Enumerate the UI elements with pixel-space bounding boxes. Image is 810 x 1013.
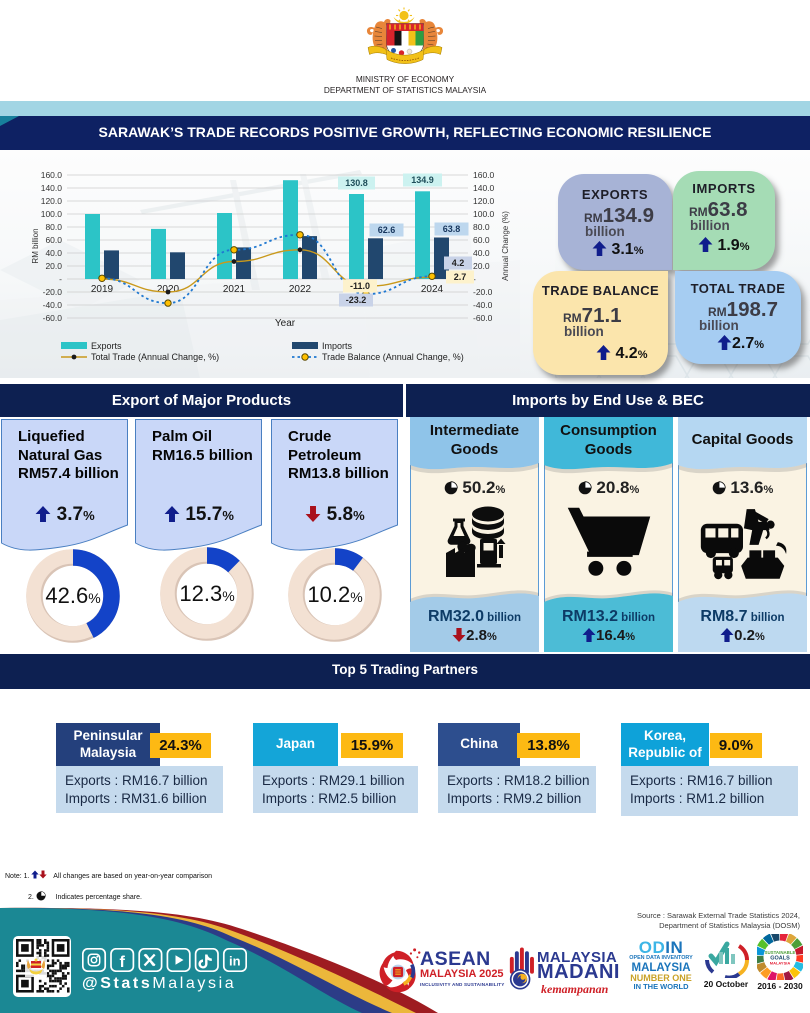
svg-text:62.6: 62.6 (378, 225, 396, 235)
svg-text:2019: 2019 (91, 284, 114, 295)
svg-text:100.0: 100.0 (473, 209, 495, 219)
svg-text:2.7: 2.7 (454, 272, 467, 282)
svg-text:160.0: 160.0 (41, 170, 63, 180)
svg-text:-40.0: -40.0 (43, 300, 63, 310)
svg-text:4.2: 4.2 (452, 258, 465, 268)
svg-text:Exports: Exports (91, 341, 122, 351)
svg-text:140.0: 140.0 (41, 183, 63, 193)
svg-text:2020: 2020 (157, 284, 180, 295)
svg-text:60.0: 60.0 (473, 235, 490, 245)
svg-text:Annual Change (%): Annual Change (%) (501, 211, 510, 281)
svg-text:80.0: 80.0 (473, 222, 490, 232)
svg-text:130.8: 130.8 (345, 178, 368, 188)
svg-text:-60.0: -60.0 (473, 313, 493, 323)
svg-text:20.0: 20.0 (45, 261, 62, 271)
svg-text:120.0: 120.0 (41, 196, 63, 206)
svg-text:60.0: 60.0 (45, 235, 62, 245)
svg-text:80.0: 80.0 (45, 222, 62, 232)
svg-text:SUSTAINABLE: SUSTAINABLE (765, 950, 796, 955)
svg-text:100.0: 100.0 (41, 209, 63, 219)
svg-text:Total Trade (Annual Change, %): Total Trade (Annual Change, %) (91, 352, 219, 362)
svg-text:Imports: Imports (322, 341, 353, 351)
svg-text:160.0: 160.0 (473, 170, 495, 180)
svg-text:120.0: 120.0 (473, 196, 495, 206)
svg-text:-20.0: -20.0 (473, 287, 493, 297)
svg-text:134.9: 134.9 (411, 175, 434, 185)
svg-text:-: - (59, 274, 62, 284)
svg-text:2021: 2021 (223, 284, 246, 295)
svg-text:GOALS: GOALS (770, 956, 790, 962)
svg-text:20.0: 20.0 (473, 261, 490, 271)
svg-text:2024: 2024 (421, 284, 444, 295)
svg-text:MALAYSIA: MALAYSIA (770, 961, 791, 966)
svg-text:-60.0: -60.0 (43, 313, 63, 323)
svg-text:RM billion: RM billion (31, 228, 40, 263)
svg-text:140.0: 140.0 (473, 183, 495, 193)
svg-text:-: - (473, 274, 476, 284)
svg-text:Year: Year (275, 318, 296, 329)
svg-text:40.0: 40.0 (473, 248, 490, 258)
svg-text:40.0: 40.0 (45, 248, 62, 258)
svg-text:Trade Balance (Annual Change,: Trade Balance (Annual Change, %) (322, 352, 464, 362)
svg-text:-11.0: -11.0 (350, 281, 370, 291)
svg-text:f: f (120, 954, 126, 971)
svg-text:in: in (229, 954, 241, 969)
svg-text:-40.0: -40.0 (473, 300, 493, 310)
svg-text:-20.0: -20.0 (43, 287, 63, 297)
svg-text:63.8: 63.8 (443, 224, 461, 234)
svg-text:-23.2: -23.2 (346, 295, 367, 305)
svg-text:2022: 2022 (289, 284, 312, 295)
